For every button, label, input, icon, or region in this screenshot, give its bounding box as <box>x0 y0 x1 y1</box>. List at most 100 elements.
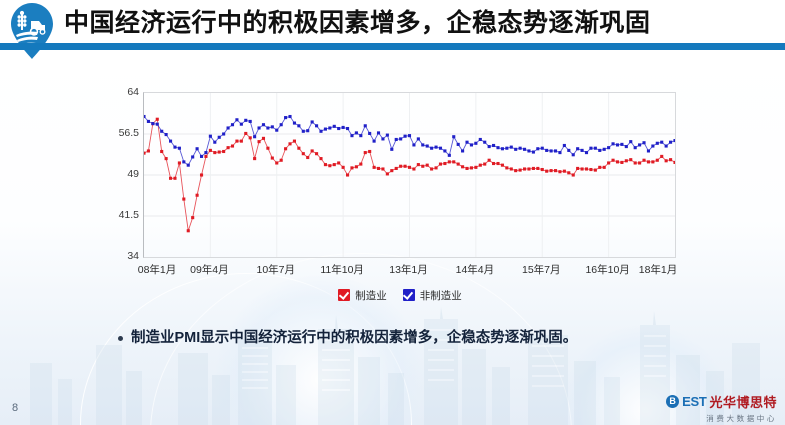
series-marker <box>363 151 367 155</box>
series-marker <box>310 120 314 124</box>
x-axis-tick-label: 15年7月 <box>521 264 561 276</box>
series-marker <box>261 136 266 140</box>
series-marker <box>527 149 531 153</box>
series-marker <box>257 126 261 130</box>
series-marker <box>447 160 451 164</box>
series-marker <box>195 147 199 151</box>
legend-item[interactable]: 制造业 <box>338 288 387 303</box>
series-marker <box>492 143 496 148</box>
series-marker <box>438 146 443 150</box>
series-marker <box>191 216 195 220</box>
x-axis-tick-label: 14年4月 <box>455 264 495 276</box>
series-marker <box>222 132 226 136</box>
series-marker <box>381 137 385 141</box>
series-marker <box>376 166 381 170</box>
series-marker <box>310 149 314 153</box>
series-marker <box>144 151 146 155</box>
series-marker <box>222 149 226 154</box>
series-marker <box>465 140 469 144</box>
series-marker <box>319 157 323 161</box>
series-marker <box>469 166 473 170</box>
bullet-point: 制造业PMI显示中国经济运行中的积极因素增多，企稳态势逐渐巩固。 <box>118 328 577 348</box>
series-marker <box>611 158 615 162</box>
series-marker <box>208 134 212 138</box>
series-marker <box>443 149 447 153</box>
series-marker <box>660 154 664 158</box>
series-marker <box>275 161 279 165</box>
series-marker <box>239 139 243 143</box>
series-marker <box>598 148 602 152</box>
series-marker <box>478 163 482 167</box>
series-marker <box>346 173 350 177</box>
series-marker <box>545 169 549 173</box>
series-marker <box>456 142 460 146</box>
series-marker <box>469 143 473 147</box>
series-marker <box>624 145 628 149</box>
series-marker <box>337 161 341 165</box>
series-marker <box>638 143 642 147</box>
series-marker <box>584 151 589 155</box>
series-marker <box>195 193 199 197</box>
series-marker <box>664 159 668 163</box>
series-marker <box>253 135 257 139</box>
series-marker <box>474 165 478 169</box>
series-marker <box>434 166 438 170</box>
series-marker <box>204 154 208 158</box>
x-axis-tick-label: 10年7月 <box>256 264 296 276</box>
series-marker <box>230 144 235 148</box>
series-marker <box>576 147 580 151</box>
series-marker <box>549 149 553 153</box>
series-marker <box>509 167 513 171</box>
series-marker <box>461 165 465 169</box>
series-marker <box>182 160 186 164</box>
series-marker <box>328 164 332 168</box>
series-marker <box>346 126 350 131</box>
series-marker <box>540 146 544 150</box>
series-marker <box>646 160 650 164</box>
y-axis-tick-label: 34 <box>127 250 139 262</box>
series-marker <box>394 137 398 142</box>
legend-item-label: 制造业 <box>355 289 387 302</box>
series-marker <box>306 129 310 133</box>
series-marker <box>438 162 443 166</box>
series-marker <box>323 127 327 131</box>
series-marker <box>169 176 173 180</box>
series-marker <box>483 140 487 144</box>
series-marker <box>341 165 345 169</box>
x-axis-tick-label: 13年1月 <box>389 264 428 276</box>
series-marker <box>407 134 412 138</box>
series-marker <box>270 125 274 129</box>
legend-item[interactable]: 非制造业 <box>402 288 462 303</box>
series-marker <box>173 176 177 180</box>
series-marker <box>642 158 646 162</box>
series-marker <box>518 146 522 150</box>
y-axis-tick-label: 64 <box>127 86 139 98</box>
series-marker <box>385 172 389 176</box>
y-axis-tick-label: 41.5 <box>118 209 139 221</box>
series-marker <box>465 166 469 170</box>
y-axis-tick-label: 56.5 <box>118 127 139 139</box>
series-marker <box>593 168 597 172</box>
series-marker <box>381 167 385 171</box>
series-marker <box>399 164 403 168</box>
series-marker <box>593 146 597 150</box>
series-marker <box>443 161 447 166</box>
bullet-dot-icon <box>118 336 123 341</box>
series-marker <box>558 151 562 155</box>
series-marker <box>611 142 615 146</box>
series-marker <box>292 121 296 125</box>
series-marker <box>350 134 354 138</box>
series-marker <box>602 147 606 151</box>
series-marker <box>191 155 195 159</box>
chart-series-canvas <box>144 93 675 257</box>
chart-legend[interactable]: 制造业 非制造业 <box>110 285 690 305</box>
checkbox-checked-icon[interactable] <box>402 289 415 301</box>
checkbox-checked-icon[interactable] <box>338 289 351 301</box>
series-marker <box>589 167 593 172</box>
series-marker <box>434 145 438 149</box>
series-marker <box>483 162 487 166</box>
series-marker <box>266 126 270 130</box>
series-marker <box>350 166 354 170</box>
series-marker <box>673 160 675 164</box>
series-marker <box>354 131 358 135</box>
